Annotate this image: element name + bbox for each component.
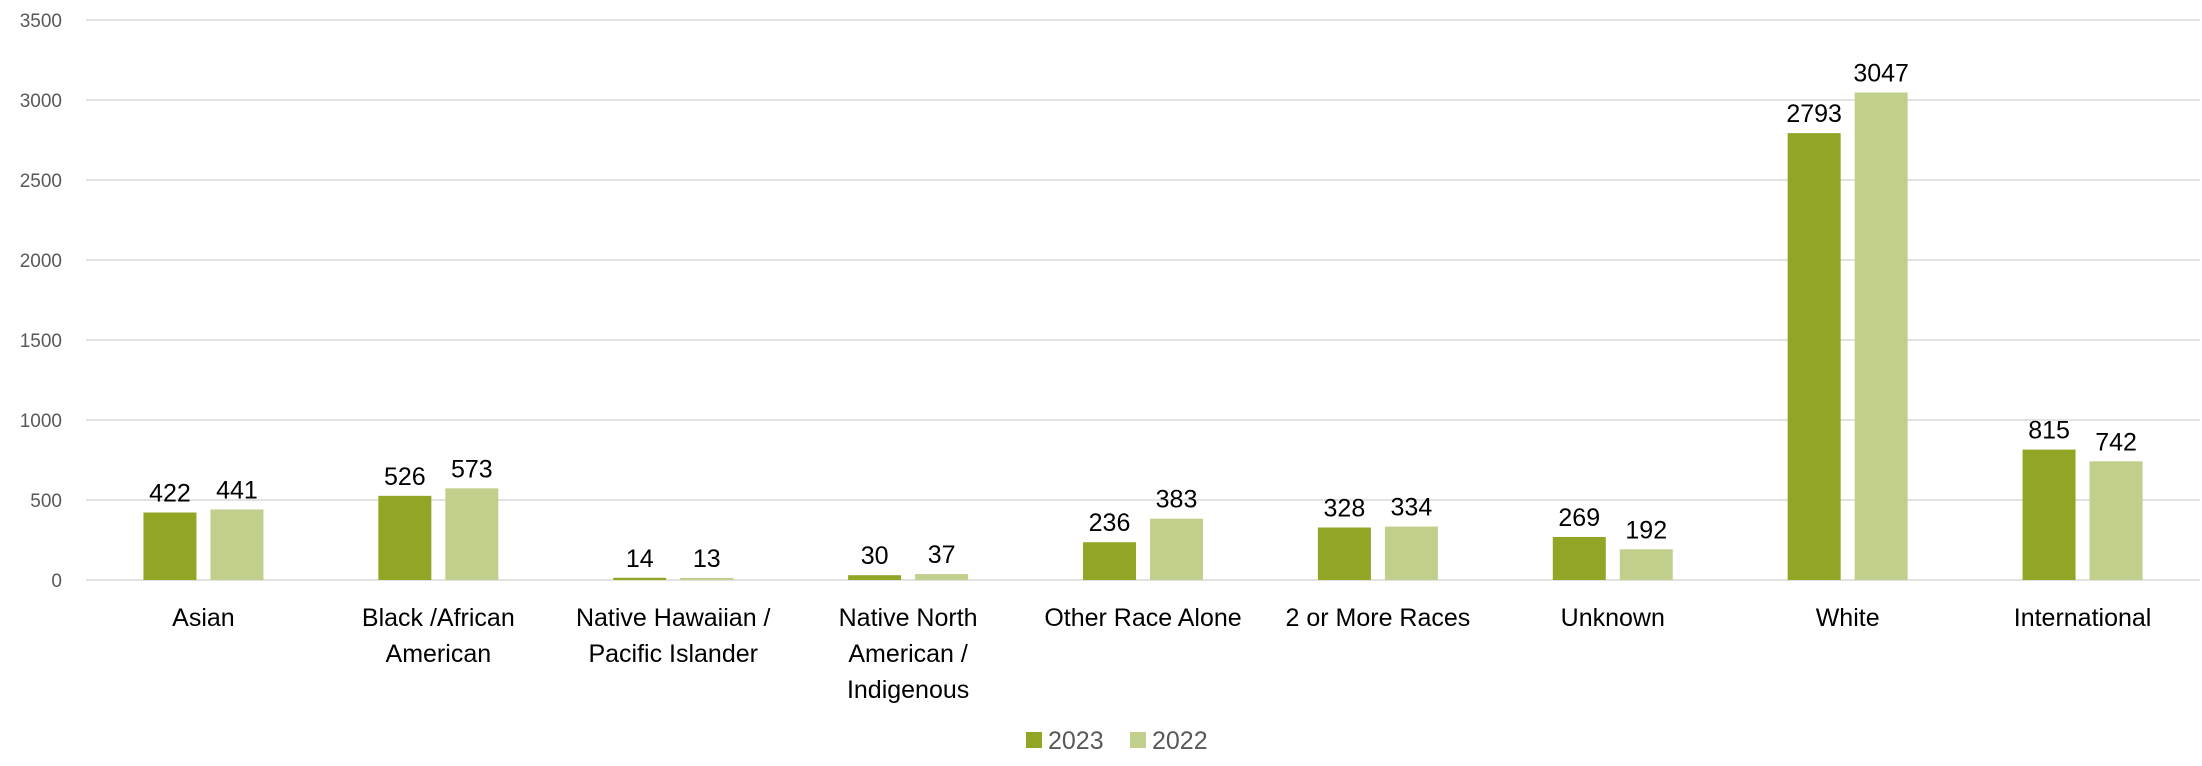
y-axis: 0 500 1000 1500 2000 2500 3000 3500 xyxy=(20,11,62,592)
bar-2022 xyxy=(445,488,499,580)
data-label-2022: 742 xyxy=(2095,428,2137,456)
data-label-2022: 13 xyxy=(693,545,721,573)
y-tick-label: 500 xyxy=(30,491,62,512)
gridlines xyxy=(86,19,2200,581)
data-label-2023: 236 xyxy=(1089,509,1131,537)
bar-2023 xyxy=(378,495,432,580)
data-label-2022: 3047 xyxy=(1853,59,1909,87)
legend: 2023 2022 xyxy=(1026,727,1208,755)
bar-2022 xyxy=(2089,461,2143,580)
y-tick-label: 3000 xyxy=(20,91,62,112)
bar-2023 xyxy=(613,577,667,580)
legend-swatch-2023 xyxy=(1026,732,1042,748)
legend-label-2023: 2023 xyxy=(1048,727,1104,755)
legend-swatch-2022 xyxy=(1130,732,1146,748)
data-label-2023: 269 xyxy=(1558,504,1600,532)
bar-2023 xyxy=(1317,527,1371,580)
y-tick-label: 2000 xyxy=(20,251,62,272)
data-labels: 422 441 526 573 14 13 30 37 236 383 328 334 269 192 27… xyxy=(149,59,2137,572)
x-tick-label: Asian xyxy=(172,604,235,632)
bar-2023 xyxy=(1083,542,1136,580)
bars xyxy=(143,92,2143,580)
x-tick-label: White xyxy=(1816,604,1880,632)
x-tick-label: Native Hawaiian / Pacific Islander xyxy=(576,604,771,668)
bar-2022 xyxy=(1384,526,1438,580)
x-tick-label: Other Race Alone xyxy=(1044,604,1241,632)
data-label-2023: 815 xyxy=(2028,417,2070,445)
bar-2022 xyxy=(915,574,969,580)
bar-2023 xyxy=(848,575,902,580)
y-tick-label: 0 xyxy=(51,571,62,592)
bar-2022 xyxy=(1854,92,1908,580)
y-tick-label: 1500 xyxy=(20,331,62,352)
data-label-2023: 328 xyxy=(1324,495,1366,523)
bar-2023 xyxy=(143,512,197,580)
x-axis: Asian Black /African American Native Hawaii… xyxy=(172,604,2151,704)
x-tick-label: International xyxy=(2014,604,2152,632)
bar-2023 xyxy=(1552,536,1606,580)
data-label-2023: 30 xyxy=(861,542,889,570)
x-tick-label: Native North American / Indigenous xyxy=(839,604,978,704)
y-tick-label: 3500 xyxy=(20,11,62,32)
x-tick-label: 2 or More Races xyxy=(1285,604,1470,632)
bar-2022 xyxy=(680,577,734,580)
bar-2022 xyxy=(1150,518,1203,580)
bar-2023 xyxy=(1787,133,1841,580)
data-label-2023: 14 xyxy=(626,545,654,573)
data-label-2023: 422 xyxy=(149,479,191,507)
x-tick-label: Black /African American xyxy=(362,604,515,668)
data-label-2022: 441 xyxy=(216,476,258,504)
y-tick-label: 2500 xyxy=(20,171,62,192)
data-label-2022: 192 xyxy=(1625,516,1667,544)
data-label-2023: 526 xyxy=(384,463,426,491)
legend-label-2022: 2022 xyxy=(1152,727,1208,755)
data-label-2022: 383 xyxy=(1156,486,1198,514)
bar-2023 xyxy=(2022,449,2076,580)
bar-2022 xyxy=(1619,549,1673,580)
x-tick-label: Unknown xyxy=(1561,604,1665,632)
data-label-2022: 37 xyxy=(928,541,956,569)
data-label-2023: 2793 xyxy=(1786,100,1842,128)
data-label-2022: 573 xyxy=(451,455,493,483)
y-tick-label: 1000 xyxy=(20,411,62,432)
bar-2022 xyxy=(210,509,264,580)
data-label-2022: 334 xyxy=(1391,494,1433,522)
